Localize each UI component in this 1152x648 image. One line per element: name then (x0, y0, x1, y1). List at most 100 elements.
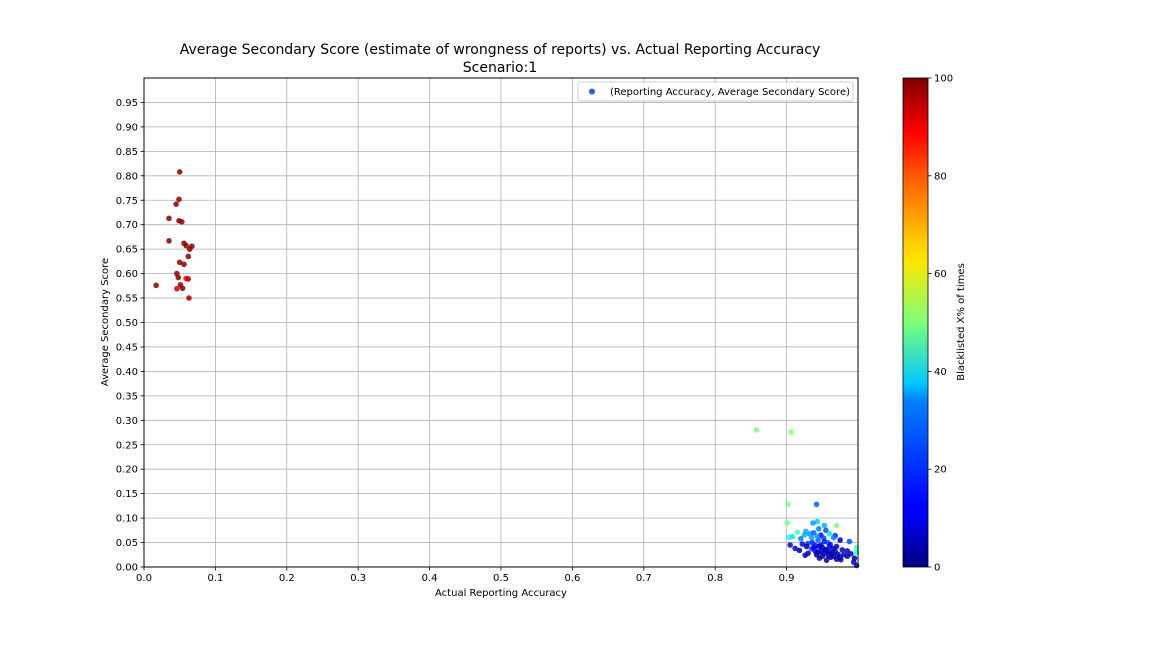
scatter-point (839, 547, 846, 553)
x-tick-label: 0.1 (207, 573, 223, 584)
legend: (Reporting Accuracy, Average Secondary S… (577, 81, 854, 102)
colorbar-ticks: 0 20 40 60 80 100 (928, 74, 953, 574)
x-tick-label: 0.9 (779, 573, 795, 584)
scatter-point (850, 559, 857, 565)
scatter-point (784, 520, 791, 526)
scatter-point (175, 274, 182, 281)
scatter-point (183, 242, 189, 249)
scatter-point (802, 552, 808, 559)
y-tick-label: 0.00 (116, 563, 138, 574)
scatter-point (821, 522, 828, 529)
scatter-point (813, 501, 820, 508)
scatter-point (822, 546, 828, 553)
y-tick-label: 0.85 (116, 147, 138, 158)
x-tick-label: 0.6 (564, 573, 580, 584)
scatter-point (181, 261, 187, 268)
scatter-point (753, 427, 760, 433)
scatter-point (810, 544, 817, 551)
scatter-point (833, 556, 840, 562)
scatter-point (788, 429, 794, 435)
y-tick-label: 0.65 (116, 245, 138, 256)
y-tick-label: 0.30 (116, 416, 138, 427)
scatter-point (176, 259, 183, 266)
x-tick-label: 0.3 (350, 573, 366, 584)
y-tick-label: 0.40 (116, 367, 138, 378)
scatter-point (166, 215, 172, 222)
colorbar-gradient (902, 77, 929, 568)
legend-box (577, 81, 854, 102)
scatter-point (166, 238, 172, 244)
scatter-point (796, 547, 803, 554)
scatter-point (837, 537, 843, 543)
y-tick-label: 0.55 (116, 294, 138, 305)
scatter-point (787, 542, 793, 548)
scatter-point (844, 553, 851, 560)
x-tick-label: 0.2 (279, 573, 295, 584)
scatter-point (853, 549, 860, 556)
x-tick-label: 0.7 (636, 573, 652, 584)
scatter-point (810, 529, 817, 536)
y-tick-label: 0.05 (116, 538, 138, 549)
scatter-point (785, 501, 791, 508)
y-tick-label: 0.15 (116, 489, 138, 500)
scatter-point (814, 533, 821, 539)
scatter-points (153, 169, 860, 569)
x-tick-label: 0.5 (493, 573, 509, 584)
scatter-point (823, 557, 830, 563)
y-axis-ticks: 0.00 0.05 0.10 0.15 0.20 0.25 0.30 0.35 0.40 0.45… (116, 98, 144, 574)
y-tick-label: 0.50 (116, 318, 138, 329)
legend-marker (589, 88, 595, 95)
scatter-point (176, 196, 182, 203)
y-tick-label: 0.80 (116, 171, 138, 182)
scatter-point (799, 541, 806, 547)
scatter-point (830, 534, 837, 541)
colorbar-tick-label: 80 (934, 171, 947, 182)
scatter-point (810, 520, 816, 526)
colorbar: 0 20 40 60 80 100 Blacklisted X% of times (902, 74, 967, 574)
y-tick-label: 0.20 (116, 465, 138, 476)
x-tick-label: 0.4 (422, 573, 438, 584)
chart-subtitle: Scenario:1 (463, 60, 537, 76)
scatter-point (179, 218, 185, 225)
scatter-point (821, 538, 828, 545)
scatter-point (826, 530, 833, 537)
scatter-point (814, 518, 821, 525)
x-tick-label: 0.0 (136, 573, 152, 584)
y-axis-label: Average Secondary Score (100, 258, 111, 386)
scatter-point (803, 543, 810, 550)
scatter-point (186, 295, 192, 301)
scatter-point (815, 526, 822, 532)
colorbar-tick-label: 0 (934, 563, 940, 574)
y-tick-label: 0.10 (116, 514, 138, 525)
scatter-point (818, 542, 824, 548)
y-tick-label: 0.60 (116, 269, 138, 280)
scatter-point (173, 201, 179, 207)
scatter-point (176, 169, 183, 175)
scatter-point (838, 556, 844, 563)
x-tick-label: 0.8 (707, 573, 723, 584)
x-axis-label: Actual Reporting Accuracy (435, 588, 567, 599)
scatter-point (789, 533, 796, 540)
colorbar-label: Blacklisted X% of times (956, 263, 967, 381)
scatter-point (179, 285, 186, 292)
scatter-point (808, 534, 815, 541)
y-tick-label: 0.45 (116, 342, 138, 353)
scatter-point (186, 246, 193, 252)
colorbar-tick-label: 100 (934, 74, 953, 85)
scatter-point (792, 545, 798, 552)
y-tick-label: 0.75 (116, 196, 138, 207)
grid (143, 78, 858, 568)
y-tick-label: 0.25 (116, 440, 138, 451)
scatter-point (174, 285, 180, 292)
scatter-point (153, 282, 159, 289)
scatter-point (853, 544, 860, 551)
x-axis-ticks: 0.0 0.1 0.2 0.3 0.4 0.5 0.6 0.7 0.8 0.9 (136, 567, 795, 584)
scatter-point (185, 253, 192, 260)
scatter-point (798, 535, 804, 542)
scatter-point (846, 538, 853, 545)
legend-label: (Reporting Accuracy, Average Secondary S… (610, 87, 850, 98)
scatter-point (816, 555, 823, 561)
scatter-point (809, 539, 816, 546)
